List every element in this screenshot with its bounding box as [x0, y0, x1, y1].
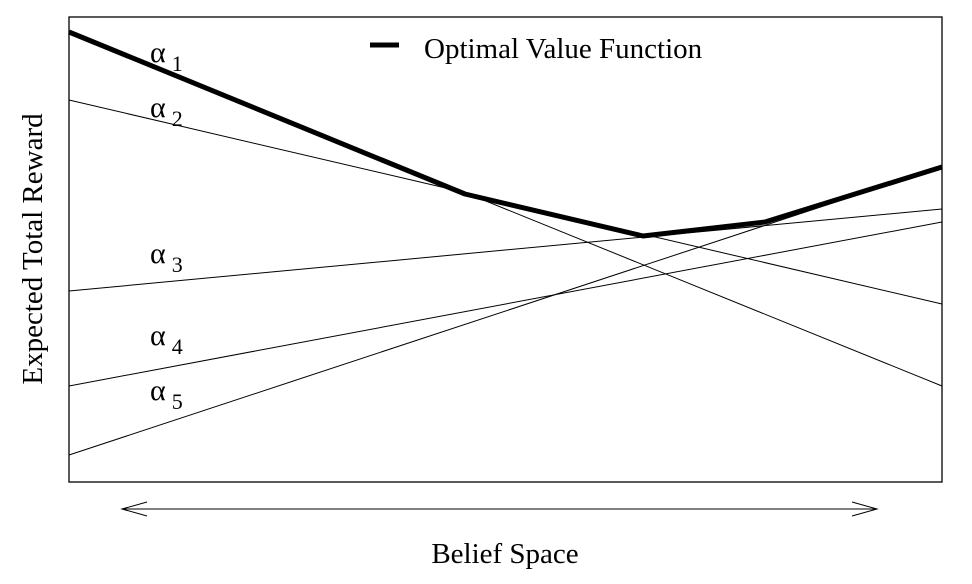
- alpha-5-line: [68, 166, 943, 456]
- legend-label: Optimal Value Function: [424, 33, 703, 65]
- y-axis-label: Expected Total Reward: [17, 113, 49, 385]
- x-axis-label: Belief Space: [431, 538, 578, 570]
- alpha-3-line: [68, 208, 943, 292]
- optimal-value-function-line: [68, 29, 943, 239]
- plot-frame: [68, 16, 943, 483]
- belief-space-arrow: [120, 501, 879, 517]
- alpha-4-line: [68, 221, 943, 387]
